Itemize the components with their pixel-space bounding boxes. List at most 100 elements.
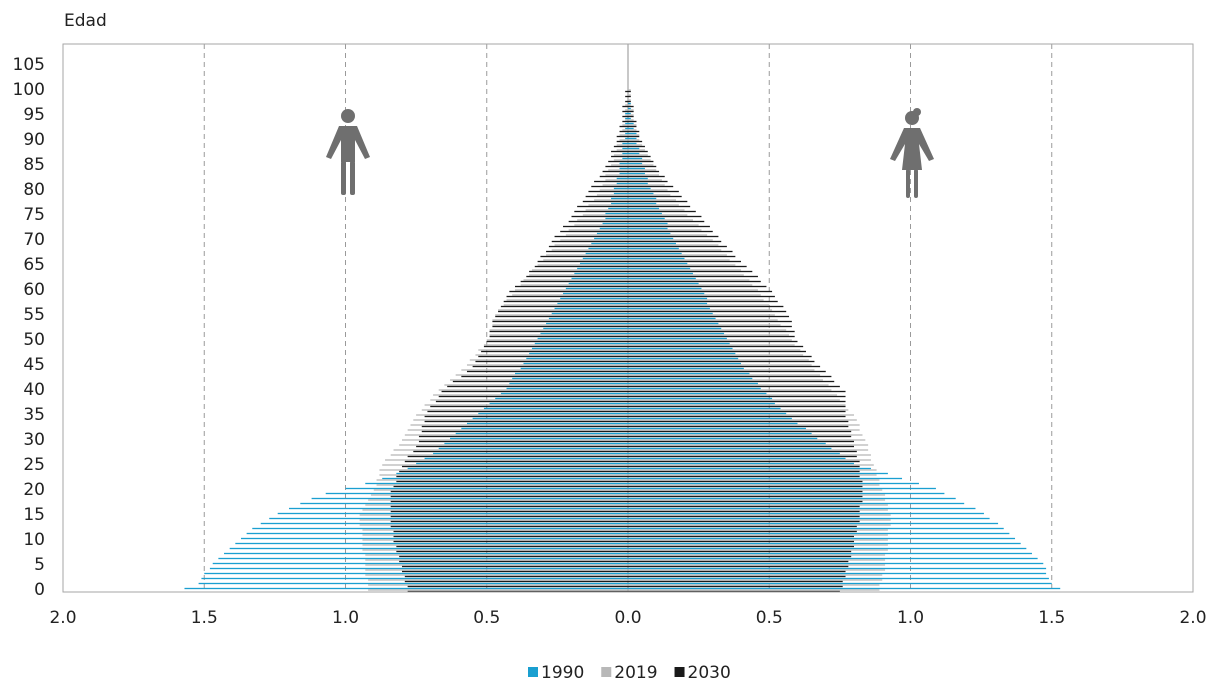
bar [628,579,883,581]
bar [579,262,628,265]
bar [478,412,628,415]
bar [628,415,846,418]
bar [628,335,795,338]
bar [628,575,846,578]
bar [628,185,674,188]
bar [628,124,637,126]
bar [628,525,857,528]
bar [622,105,628,108]
bar [628,500,863,503]
bar [379,469,628,471]
bar [370,494,628,496]
bar [628,199,677,201]
bar [628,394,838,396]
bar [628,169,657,171]
bar [628,515,860,518]
bar [628,285,767,288]
bar [628,277,696,280]
y-tick-label: 100 [13,80,45,100]
bar [628,167,645,170]
bar [628,139,640,141]
bar [628,204,679,206]
bar [577,267,628,270]
bar [461,369,628,371]
bar [628,89,631,91]
bar [628,447,832,450]
bar [628,189,668,191]
bar [438,395,628,398]
bar [413,450,628,453]
bar [628,289,758,291]
bar [628,412,787,415]
bar [628,395,846,398]
bar [628,222,668,225]
bar [628,537,1016,540]
bar [628,299,764,301]
bar [628,554,886,556]
bar [495,315,628,318]
bar [628,390,846,393]
y-tick-label: 105 [13,55,45,75]
bar [568,282,628,285]
bar [399,560,628,563]
bar [619,172,628,175]
bar [461,375,628,378]
bar [424,420,628,423]
bar [611,164,628,166]
bar [628,460,860,463]
bar [594,199,628,201]
legend-swatch [601,667,612,677]
bar [404,434,628,436]
bar [560,230,628,233]
bar [628,392,767,395]
y-tick-label: 40 [23,380,45,400]
bar [560,297,628,300]
bar [362,509,628,511]
bar [404,460,628,463]
y-tick-label: 35 [23,405,45,425]
bar [362,534,628,536]
bar [613,192,628,195]
bar [628,265,747,268]
bar [628,239,713,241]
bar [393,535,628,538]
bar [628,507,976,510]
bar [574,224,628,226]
bar [628,99,631,101]
bar [628,240,722,243]
bar [204,572,628,575]
bar [628,495,863,498]
bar [628,202,657,205]
bar [628,445,854,448]
bar [444,442,628,445]
bar [506,295,628,298]
bar [390,525,628,528]
bar [628,432,812,435]
x-tick-label: 0.0 [614,608,641,628]
bar [622,147,628,150]
bar [390,515,628,518]
bar [509,290,628,293]
bar [399,555,628,558]
y-tick-label: 15 [23,505,45,525]
bar [628,372,750,375]
bar [628,542,1021,545]
bar [543,259,628,261]
bar [478,349,628,351]
bar [486,339,628,341]
bar [399,470,628,473]
bar [628,550,852,553]
bar [548,317,628,320]
bar [368,499,628,501]
bar [628,345,804,348]
bar [311,497,628,500]
bar [492,320,628,323]
bar [628,477,903,480]
bar [628,479,880,481]
bar [628,314,775,316]
bar [616,144,628,146]
y-tick-label: 90 [23,130,45,150]
bar [628,379,823,381]
y-tick-label: 50 [23,330,45,350]
bar [430,399,628,401]
